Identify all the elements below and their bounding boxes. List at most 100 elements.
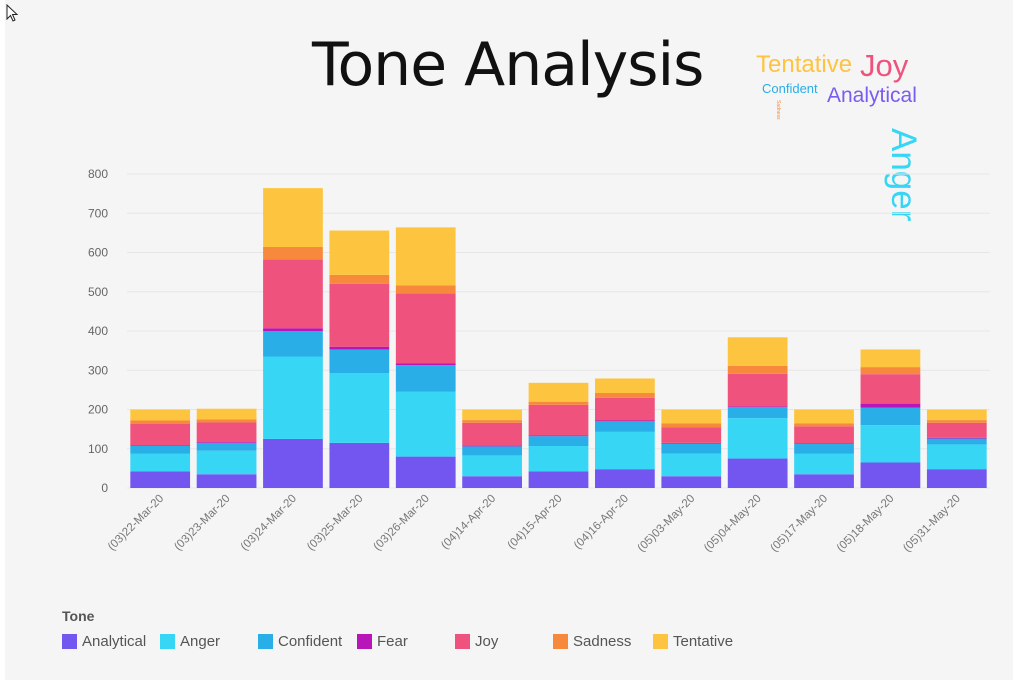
x-tick-label: (03)25-Mar-20 [305,493,365,553]
bar-segment-analytical [462,476,522,488]
x-tick-label: (05)31-May-20 [901,493,963,555]
bar-segment-analytical [130,471,191,488]
bar-segment-joy [329,283,390,347]
bar-segment-confident [395,365,456,392]
bar-segment-tentative [528,382,589,402]
y-tick-label: 800 [88,167,108,181]
legend-swatch [455,634,470,649]
bar-segment-confident [860,407,921,426]
bar-segment-sadness [462,420,522,423]
x-tick-label: (03)23-Mar-20 [172,493,232,553]
bar-segment-fear [130,445,191,447]
bar-segment-tentative [395,227,456,286]
legend-swatch [357,634,372,649]
bar-segment-confident [727,407,788,419]
x-tick-label: (05)03-May-20 [636,493,698,555]
bar-segment-confident [528,436,589,447]
bar-segment-anger [926,444,987,470]
bar-segment-fear [727,406,788,408]
bar-segment-confident [794,444,854,454]
bar-segment-sadness [395,285,456,294]
bar-segment-anger [595,431,655,470]
bar-segment-joy [196,422,257,443]
legend-label: Tentative [673,633,734,650]
bar-segment-sadness [528,401,589,405]
bar-segment-confident [926,438,987,445]
bar-segment-fear [329,346,390,350]
bar-segment-tentative [794,409,854,424]
bar-segment-analytical [395,456,456,488]
bar-segment-tentative [329,230,390,275]
y-tick-label: 200 [88,403,108,417]
bar-segment-sadness [794,423,854,427]
y-tick-label: 600 [88,246,108,260]
page-title: Tone Analysis [312,30,704,100]
word-cloud-joy: Joy [860,48,909,83]
bar-segment-joy [528,404,589,436]
bar-segment-confident [462,446,522,456]
bar-segment-analytical [860,462,921,488]
bar-segment-tentative [860,349,921,368]
bar-segment-sadness [130,420,191,424]
x-tick-label: (04)14-Apr-20 [439,493,498,552]
x-tick-label: (03)22-Mar-20 [106,493,166,553]
legend-item-tentative[interactable]: Tentative [653,633,733,650]
bar-segment-joy [263,259,323,329]
bar-segment-anger [860,425,921,463]
bar-segment-tentative [727,337,788,366]
bar-segment-analytical [528,471,589,488]
bar-segment-sadness [595,393,655,398]
x-tick-label: (03)26-Mar-20 [371,493,431,553]
bar-segment-fear [860,403,921,408]
bar-segment-tentative [263,188,323,248]
legend-item-analytical[interactable]: Analytical [62,633,146,650]
bar-segment-joy [395,293,456,364]
bar-segment-sadness [661,423,722,428]
legend-swatch [553,634,568,649]
x-tick-label: (05)18-May-20 [835,493,897,555]
legend-item-confident[interactable]: Confident [258,633,342,650]
legend-item-joy[interactable]: Joy [455,633,498,650]
legend-swatch [62,634,77,649]
word-cloud-analytical: Analytical [827,84,917,107]
bar-segment-tentative [130,409,191,421]
legend-label: Analytical [82,633,147,650]
legend-item-fear[interactable]: Fear [357,633,408,650]
bar-segment-analytical [263,438,323,488]
bar-segment-anger [263,356,323,439]
bar-segment-analytical [595,469,655,488]
bar-segment-fear [926,437,987,439]
bar-segment-sadness [860,367,921,375]
bar-segment-sadness [329,274,390,284]
bar-segment-sadness [196,419,257,423]
bar-segment-confident [263,331,323,357]
bar-segment-joy [661,427,722,443]
bar-segment-confident [130,446,191,454]
legend-item-anger[interactable]: Anger [160,633,220,650]
legend-item-sadness[interactable]: Sadness [553,633,631,650]
y-tick-label: 100 [88,442,108,456]
bar-segment-fear [462,445,522,447]
bar-segment-joy [860,374,921,404]
bar-segment-anger [462,455,522,477]
bar-segment-analytical [794,474,854,488]
bar-segment-confident [661,443,722,454]
bar-segment-tentative [926,409,987,421]
bar-segment-joy [794,426,854,444]
bar-segment-confident [196,442,257,451]
bar-segment-fear [661,442,722,444]
bar-segment-joy [595,397,655,421]
bar-segment-joy [926,422,987,438]
legend-label: Joy [475,633,499,650]
x-tick-label: (05)17-May-20 [768,493,830,555]
bar-segment-confident [595,421,655,432]
bar-segment-fear [196,442,257,443]
x-tick-label: (03)24-Mar-20 [239,493,299,553]
y-tick-label: 0 [101,481,108,495]
bar-segment-analytical [329,442,390,488]
legend-title: Tone [62,608,95,624]
y-tick-label: 500 [88,285,108,299]
bar-segment-joy [727,373,788,407]
bar-segment-analytical [926,469,987,488]
y-tick-label: 700 [88,206,108,220]
